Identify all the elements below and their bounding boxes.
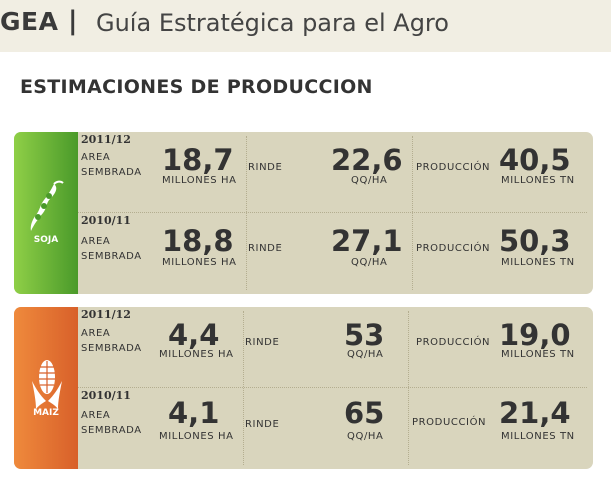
area-value: 18,7 bbox=[162, 143, 234, 177]
crop-card-soja: SOJA 2011/12 AREA SEMBRADA 18,7 MILLONES … bbox=[14, 132, 593, 294]
rinde-label: RINDE bbox=[248, 162, 283, 173]
area-value: 18,8 bbox=[162, 224, 234, 258]
year-label: 2011/12 bbox=[81, 133, 131, 146]
rinde-label: RINDE bbox=[245, 419, 280, 430]
header-subtitle: Guía Estratégica para el Agro bbox=[96, 9, 449, 37]
area-value: 4,4 bbox=[168, 318, 220, 352]
maiz-row-2010-11: 2010/11 AREA SEMBRADA 4,1 MILLONES HA RIN… bbox=[78, 388, 593, 469]
area-unit: MILLONES HA bbox=[159, 349, 234, 360]
area-label: AREA SEMBRADA bbox=[81, 410, 142, 436]
row-divider bbox=[78, 387, 587, 388]
section-title: ESTIMACIONES DE PRODUCCION bbox=[20, 76, 373, 98]
soja-row-2011-12: 2011/12 AREA SEMBRADA 18,7 MILLONES HA RI… bbox=[78, 132, 593, 213]
produccion-label: PRODUCCIÓN bbox=[416, 337, 491, 348]
column-divider bbox=[243, 311, 244, 465]
crop-sidebar-maiz: MAIZ bbox=[14, 307, 78, 469]
rinde-label: RINDE bbox=[245, 337, 280, 348]
column-divider bbox=[246, 136, 247, 290]
produccion-unit: MILLONES TN bbox=[501, 349, 575, 360]
area-label: AREA SEMBRADA bbox=[81, 152, 142, 178]
rinde-value: 22,6 bbox=[331, 143, 403, 177]
produccion-label: PRODUCCIÓN bbox=[416, 243, 491, 254]
area-unit: MILLONES HA bbox=[162, 257, 237, 268]
area-label: AREA SEMBRADA bbox=[81, 236, 142, 262]
brand-logo: GEA bbox=[0, 7, 59, 36]
rinde-unit: QQ/HA bbox=[347, 431, 384, 442]
produccion-value: 21,4 bbox=[499, 396, 571, 430]
area-label: AREA SEMBRADA bbox=[81, 328, 142, 354]
produccion-value: 50,3 bbox=[499, 224, 571, 258]
header-separator: | bbox=[68, 6, 78, 36]
maiz-row-2011-12: 2011/12 AREA SEMBRADA 4,4 MILLONES HA RIN… bbox=[78, 307, 593, 388]
row-divider bbox=[78, 212, 587, 213]
year-label: 2011/12 bbox=[81, 308, 131, 321]
soybean-icon bbox=[30, 180, 64, 231]
soja-row-2010-11: 2010/11 AREA SEMBRADA 18,8 MILLONES HA RI… bbox=[78, 213, 593, 294]
produccion-value: 19,0 bbox=[499, 318, 571, 352]
produccion-value: 40,5 bbox=[499, 143, 571, 177]
rinde-label: RINDE bbox=[248, 243, 283, 254]
column-divider bbox=[408, 311, 409, 465]
produccion-label: PRODUCCIÓN bbox=[412, 417, 487, 428]
crop-card-maiz: MAIZ 2011/12 AREA SEMBRADA 4,4 MILLONES H… bbox=[14, 307, 593, 469]
crop-label-maiz: MAIZ bbox=[33, 408, 59, 418]
year-label: 2010/11 bbox=[81, 389, 131, 402]
rinde-unit: QQ/HA bbox=[347, 349, 384, 360]
rinde-unit: QQ/HA bbox=[351, 257, 388, 268]
produccion-unit: MILLONES TN bbox=[501, 257, 575, 268]
produccion-unit: MILLONES TN bbox=[501, 175, 575, 186]
rinde-value: 27,1 bbox=[331, 224, 403, 258]
produccion-unit: MILLONES TN bbox=[501, 431, 575, 442]
page-header: GEA | Guía Estratégica para el Agro bbox=[0, 0, 611, 52]
area-unit: MILLONES HA bbox=[159, 431, 234, 442]
rinde-value: 65 bbox=[344, 396, 385, 430]
produccion-label: PRODUCCIÓN bbox=[416, 162, 491, 173]
area-value: 4,1 bbox=[168, 396, 220, 430]
rinde-unit: QQ/HA bbox=[351, 175, 388, 186]
crop-sidebar-soja: SOJA bbox=[14, 132, 78, 294]
area-unit: MILLONES HA bbox=[162, 175, 237, 186]
corn-icon bbox=[32, 360, 62, 409]
rinde-value: 53 bbox=[344, 318, 385, 352]
crop-label-soja: SOJA bbox=[33, 235, 59, 245]
year-label: 2010/11 bbox=[81, 214, 131, 227]
column-divider bbox=[412, 136, 413, 290]
